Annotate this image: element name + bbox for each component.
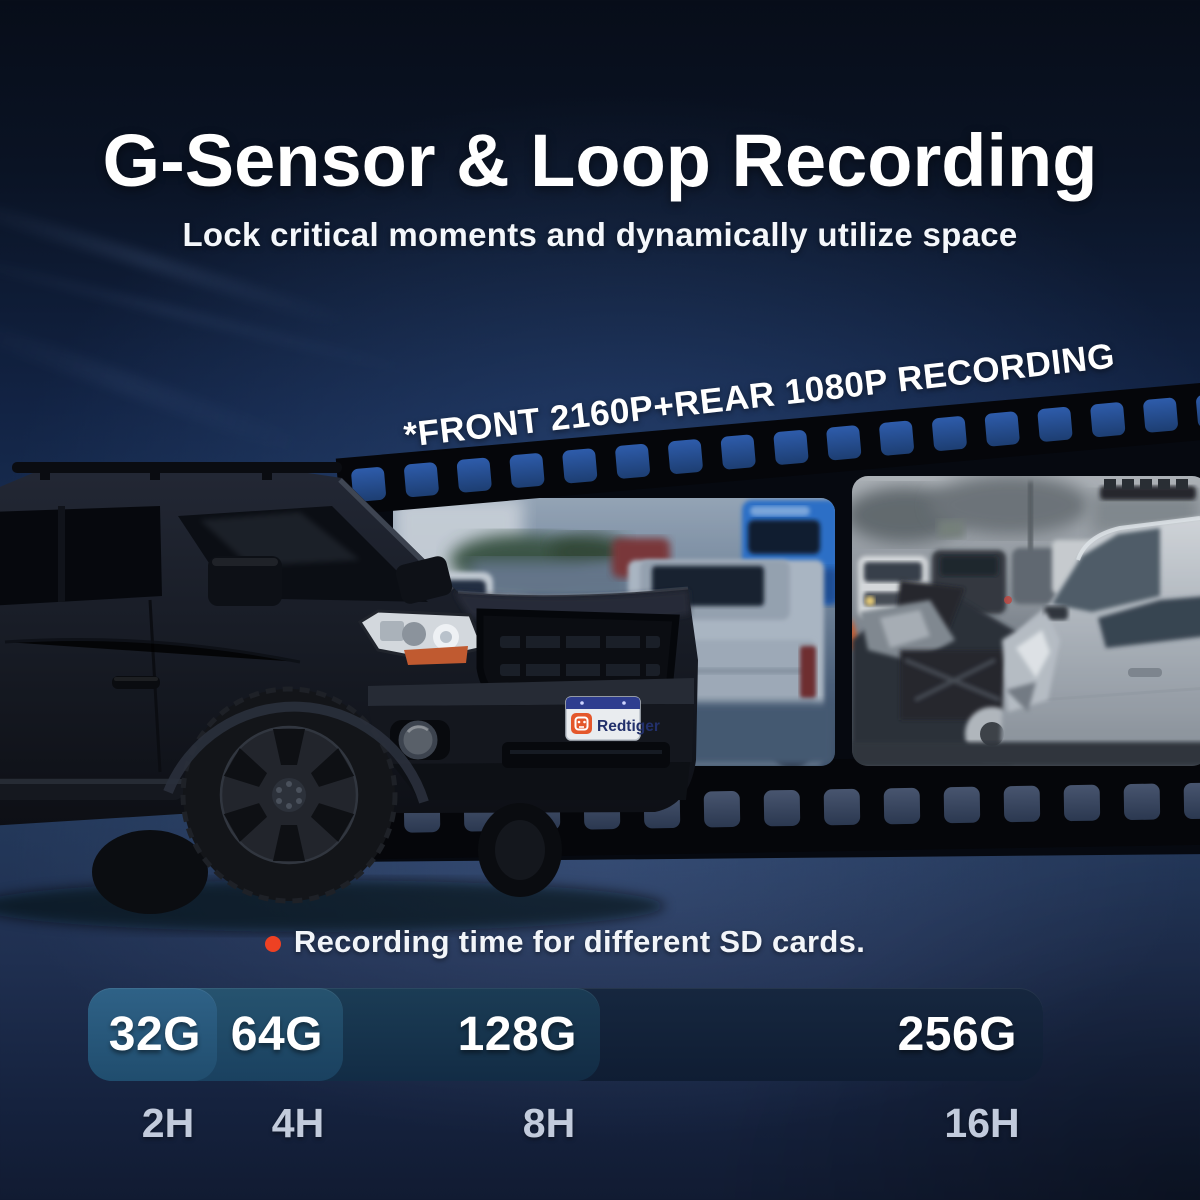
sprocket-hole [883, 787, 921, 825]
sprocket-hole [1143, 397, 1178, 433]
door-handle [112, 676, 160, 689]
sprocket-hole [932, 416, 967, 451]
sd-capacity-label: 32G [108, 1008, 201, 1061]
sprocket-hole [1183, 782, 1200, 819]
sprocket-hole [720, 434, 756, 470]
fog-light [390, 720, 450, 760]
side-window [0, 506, 162, 606]
far-wheel [478, 803, 562, 897]
light-beam [0, 189, 353, 331]
crash-photo-right [852, 476, 1200, 766]
sprocket-hole [826, 425, 862, 461]
sprocket-hole [763, 789, 801, 827]
sd-heading-row: Recording time for different SD cards. [0, 924, 1130, 960]
record-dot-icon [264, 936, 281, 952]
page-subtitle: Lock critical moments and dynamically ut… [182, 216, 1018, 253]
sprocket-hole [404, 462, 439, 498]
sprocket-hole [879, 420, 914, 456]
sprocket-hole [703, 790, 741, 828]
sd-time-label: 16H [944, 1100, 1020, 1146]
plate-brand-text: Redtiger [597, 718, 660, 735]
sd-time-label: 8H [522, 1100, 576, 1146]
side-mirror [208, 556, 282, 606]
sprocket-hole [668, 439, 703, 474]
sprocket-hole [1037, 407, 1073, 442]
sprocket-hole [509, 453, 545, 488]
sd-time-label: 4H [271, 1100, 325, 1146]
turn-signal [404, 646, 468, 665]
sd-capacity-label: 256G [897, 1008, 1017, 1061]
sprocket-hole [1090, 402, 1126, 437]
sd-segment-32g: 32G [88, 988, 217, 1081]
sprocket-hole [1123, 783, 1161, 821]
sd-capacity-label: 64G [230, 1008, 323, 1061]
rear-wheel [92, 830, 208, 914]
sd-capacity-bar: 256G 128G 64G 32G [88, 988, 1043, 1081]
sprocket-hole [456, 457, 492, 493]
sd-heading-text: Recording time for different SD cards. [293, 924, 866, 959]
sprocket-hole [984, 411, 1020, 447]
sd-times-row: 2H 4H 8H 16H [88, 1100, 1043, 1146]
sprocket-hole [615, 443, 650, 479]
redtiger-logo-icon [571, 713, 592, 734]
pickup-truck-graphic: Redtiger [0, 462, 698, 932]
roof-rail [12, 462, 342, 473]
sd-time-label: 2H [141, 1100, 195, 1146]
fender-vent [395, 556, 453, 604]
sprocket-hole [1063, 784, 1101, 822]
page-title: G-Sensor & Loop Recording [102, 119, 1098, 202]
license-plate: Redtiger [565, 696, 660, 741]
sprocket-hole [1003, 785, 1041, 823]
front-wheel [180, 686, 398, 904]
sprocket-hole [943, 786, 981, 824]
sd-capacity-label: 128G [457, 1008, 577, 1061]
film-band-top [335, 381, 1200, 516]
sprocket-hole [351, 467, 386, 502]
sprocket-hole [562, 448, 598, 484]
sprocket-hole [823, 788, 861, 826]
sprocket-hole [773, 430, 809, 465]
